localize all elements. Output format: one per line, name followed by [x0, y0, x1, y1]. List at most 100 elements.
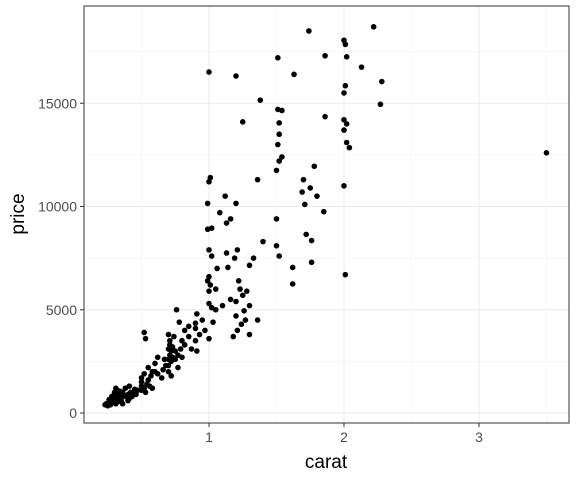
point: [243, 288, 250, 294]
point: [237, 286, 243, 292]
point: [341, 183, 347, 189]
point: [175, 364, 181, 371]
point: [322, 113, 328, 120]
point: [223, 250, 230, 256]
point: [141, 329, 148, 336]
point: [206, 247, 212, 253]
point: [370, 24, 377, 30]
point: [204, 226, 211, 233]
point: [192, 325, 199, 332]
point: [192, 337, 199, 344]
point: [194, 311, 200, 317]
point: [206, 300, 212, 307]
point: [342, 271, 349, 278]
point: [207, 282, 214, 288]
point: [222, 193, 228, 199]
point: [154, 354, 161, 361]
point: [141, 370, 148, 377]
point: [172, 348, 179, 354]
point: [185, 323, 192, 330]
point: [306, 28, 312, 34]
point: [206, 178, 212, 185]
point: [163, 362, 169, 369]
point: [196, 331, 203, 338]
point: [234, 247, 241, 253]
point: [260, 238, 266, 245]
point: [102, 401, 108, 408]
point: [308, 259, 315, 266]
point: [314, 193, 320, 199]
point: [142, 389, 149, 396]
point: [138, 379, 145, 385]
point: [346, 144, 353, 151]
point: [145, 377, 152, 383]
point: [206, 288, 212, 294]
point: [239, 292, 246, 299]
point: [234, 327, 241, 334]
point: [192, 320, 199, 326]
point: [122, 385, 129, 392]
point: [543, 150, 550, 156]
point: [377, 101, 384, 108]
point: [117, 388, 123, 395]
point: [273, 167, 280, 174]
point: [233, 200, 239, 207]
point: [214, 265, 220, 272]
point: [276, 131, 282, 138]
point: [179, 354, 185, 361]
point: [212, 306, 219, 313]
y-tick-label: 5000: [46, 302, 77, 318]
point: [322, 52, 328, 59]
point: [300, 176, 307, 183]
point: [276, 158, 282, 164]
point: [181, 327, 188, 334]
point: [126, 395, 133, 402]
x-tick-label: 2: [340, 429, 348, 445]
point: [242, 317, 249, 323]
point: [275, 55, 281, 61]
point: [154, 370, 161, 377]
point: [106, 396, 112, 403]
point: [230, 333, 237, 340]
point: [194, 348, 200, 354]
point: [246, 331, 253, 338]
point: [167, 337, 173, 344]
point: [289, 264, 296, 271]
point: [161, 356, 168, 363]
point: [233, 73, 239, 79]
x-tick-label: 1: [205, 429, 213, 445]
x-axis-label: carat: [305, 452, 348, 473]
point: [299, 189, 305, 195]
point: [303, 231, 309, 238]
point: [320, 208, 327, 215]
point: [225, 264, 231, 271]
point: [276, 120, 282, 126]
point: [210, 319, 216, 325]
point: [358, 64, 365, 70]
point: [179, 337, 185, 344]
point: [342, 82, 349, 89]
point: [142, 335, 149, 342]
point: [341, 116, 347, 123]
point: [167, 342, 173, 348]
point: [185, 333, 192, 340]
point: [118, 393, 125, 399]
point: [177, 346, 184, 352]
point: [165, 331, 172, 338]
point: [176, 319, 183, 325]
point: [146, 383, 153, 389]
point: [223, 220, 230, 226]
point: [291, 71, 297, 78]
point: [199, 317, 206, 323]
point: [257, 97, 264, 103]
point: [235, 278, 242, 284]
point: [246, 302, 253, 309]
point: [130, 389, 137, 396]
y-tick-label: 10000: [38, 199, 77, 215]
point: [152, 360, 158, 367]
y-axis-label: price: [8, 193, 29, 234]
point: [239, 119, 246, 125]
point: [227, 296, 234, 303]
point: [238, 321, 245, 328]
